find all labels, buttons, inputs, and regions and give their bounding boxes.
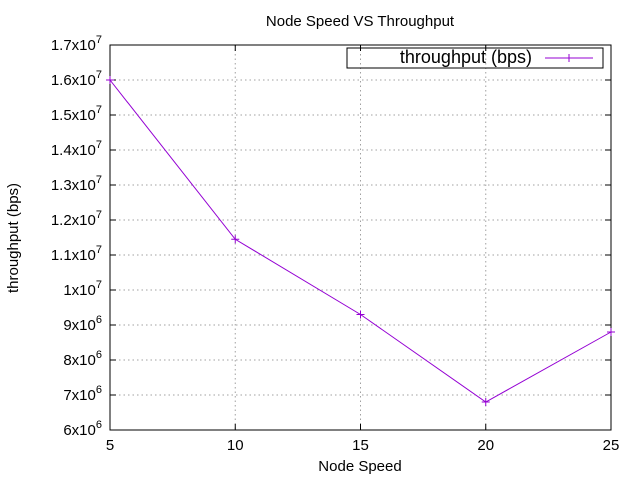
y-tick-label: 1.2x107 (51, 209, 102, 229)
x-tick-label: 20 (477, 437, 494, 454)
legend-label: throughput (bps) (400, 47, 532, 67)
y-tick-label: 6x106 (63, 419, 102, 439)
series-layer (106, 76, 615, 406)
y-tick-label: 1.6x107 (51, 69, 102, 89)
series-line (109, 79, 612, 403)
y-axis-tick-labels: 6x106 7x106 8x106 9x106 1x107 1.1x107 1.2x107 1… (51, 34, 102, 439)
data-point-marker (231, 235, 240, 244)
chart-title: Node Speed VS Throughput (266, 13, 455, 30)
x-tick-label: 15 (352, 437, 369, 454)
y-tick-label: 1.7x107 (51, 34, 102, 54)
x-tick-label: 5 (106, 437, 114, 454)
data-point-marker (481, 398, 490, 406)
y-tick-label: 1x107 (63, 279, 102, 299)
x-tick-label: 10 (227, 437, 244, 454)
legend: throughput (bps) (346, 47, 604, 69)
legend-box (346, 47, 604, 69)
y-tick-label: 1.5x107 (51, 104, 102, 124)
legend-marker (565, 54, 573, 62)
plot-frame (109, 44, 612, 431)
y-tick-label: 1.3x107 (51, 174, 102, 194)
y-tick-label: 7x106 (63, 384, 102, 404)
y-tick-label: 1.4x107 (51, 139, 102, 159)
y-tick-label: 8x106 (63, 349, 102, 369)
x-axis-tick-labels: 5 10 15 20 25 (106, 437, 620, 454)
x-axis-label: Node Speed (318, 458, 401, 475)
data-point-marker (106, 76, 114, 84)
y-tick-label: 9x106 (63, 314, 102, 334)
grid (110, 45, 611, 430)
data-point-marker (607, 328, 615, 336)
y-tick-label: 1.1x107 (51, 244, 102, 264)
axis-ticks (109, 44, 612, 431)
data-point-marker (356, 310, 365, 319)
y-axis-label: throughput (bps) (5, 183, 22, 293)
x-tick-label: 25 (603, 437, 620, 454)
